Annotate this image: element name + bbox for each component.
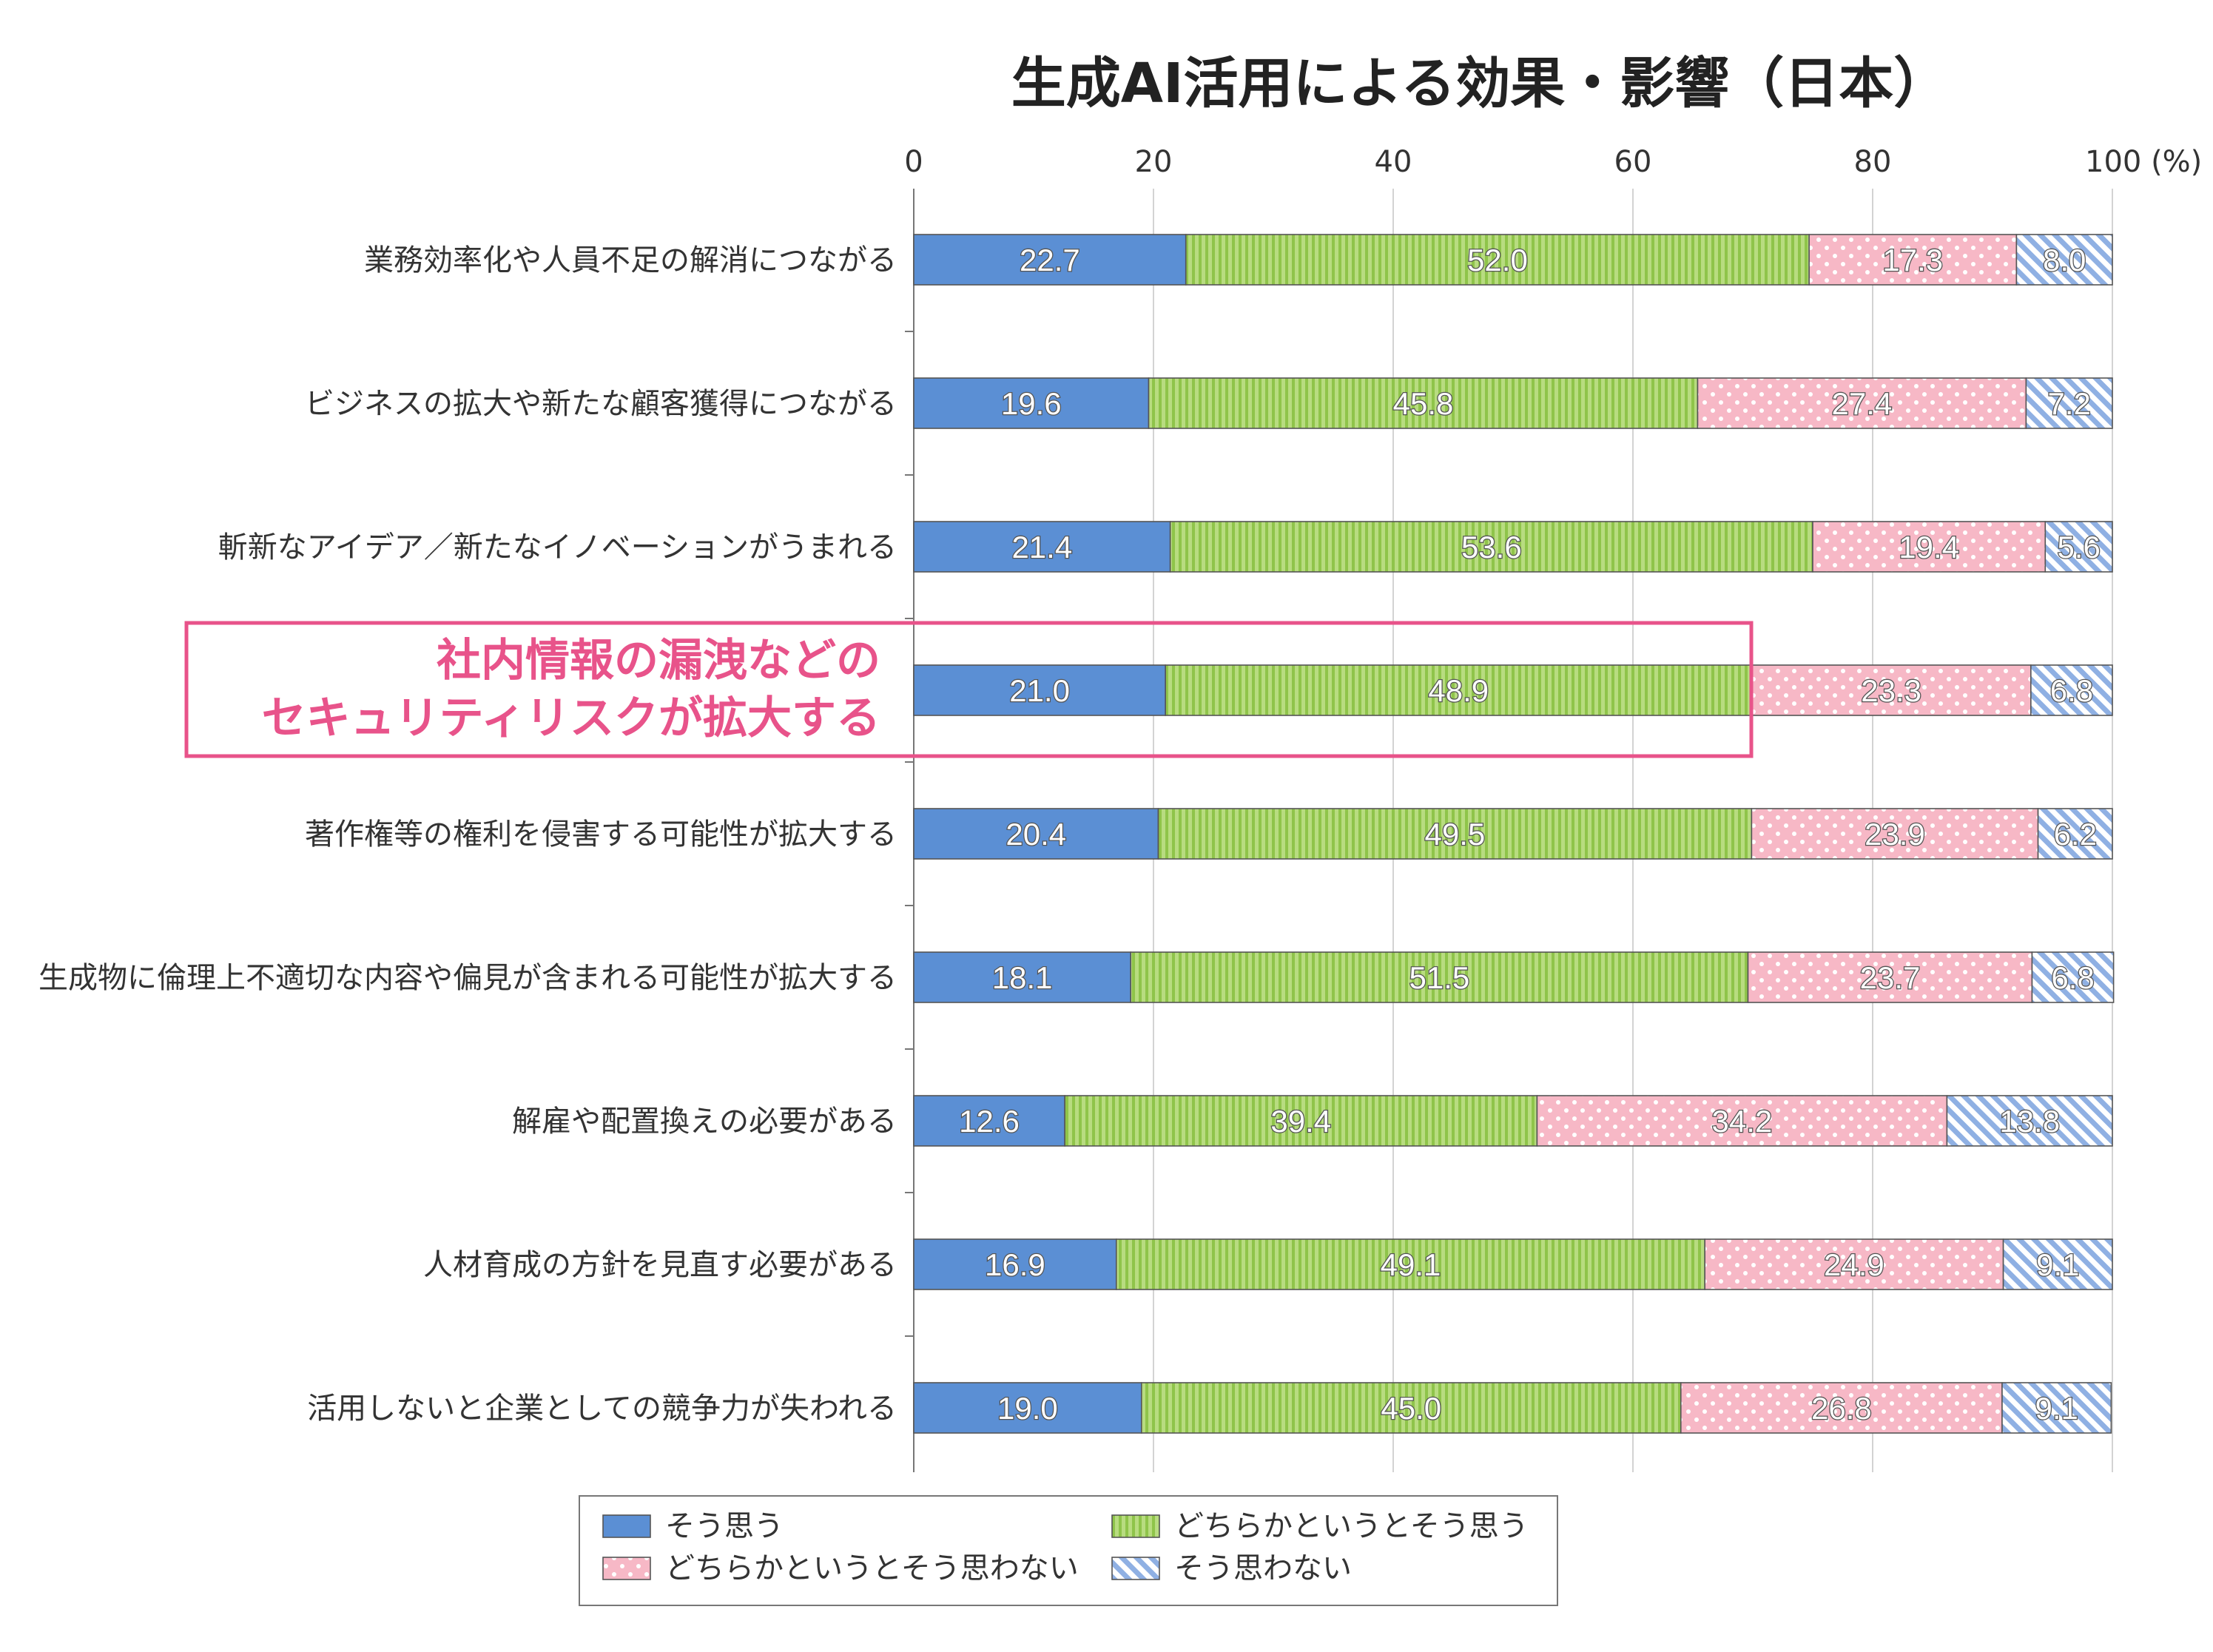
bar-segment-r2-s0 [913,521,1171,573]
value-label-r7-s2: 24.9 [1824,1247,1884,1282]
legend-box [579,1495,1558,1606]
tick-label-40: 40 [1375,145,1412,179]
value-label-r3-s0: 21.0 [1009,673,1070,708]
tick-label-80: 80 [1854,145,1892,179]
highlight-box [184,621,1754,758]
category-label-7: 人材育成の方針を見直す必要がある [423,1248,897,1282]
legend-label-1: どちらかというとそう思う [1174,1509,1529,1543]
bar-segment-r3-s0 [913,664,1167,716]
value-label-r8-s3: 9.1 [2035,1391,2078,1426]
legend-swatch-2 [602,1557,651,1580]
tick-label-20: 20 [1135,145,1173,179]
bar-segment-r1-s3 [2025,377,2113,429]
category-label-8: 活用しないと企業としての競争力が失われる [307,1392,897,1426]
bar-segment-r0-s3 [2015,234,2113,286]
value-label-r7-s0: 16.9 [985,1247,1045,1282]
value-label-r4-s0: 20.4 [1006,817,1066,852]
value-label-r2-s1: 53.6 [1461,530,1522,564]
value-label-r0-s3: 8.0 [2043,243,2086,277]
value-label-r2-s2: 19.4 [1899,530,1959,564]
value-label-r0-s0: 22.7 [1020,243,1080,277]
tick-label-60: 60 [1614,145,1652,179]
legend-swatch-3 [1111,1557,1160,1580]
bar-segment-r3-s2 [1751,664,2032,716]
bar-segment-r4-s0 [913,808,1159,860]
value-label-r3-s3: 6.8 [2050,673,2093,708]
bar-segment-r6-s3 [1946,1095,2113,1147]
value-label-r0-s2: 17.3 [1882,243,1943,277]
value-label-r1-s0: 19.6 [1001,386,1062,421]
bar-segment-r7-s3 [2002,1238,2113,1290]
legend-swatch-0 [602,1514,651,1538]
category-label-1: ビジネスの拡大や新たな顧客獲得につながる [305,387,897,421]
legend-label-0: そう思う [665,1509,784,1543]
value-label-r3-s2: 23.3 [1861,673,1921,708]
value-label-r2-s3: 5.6 [2057,530,2100,564]
value-label-r6-s3: 13.8 [1999,1104,2060,1139]
value-label-r8-s1: 45.0 [1381,1391,1441,1426]
bar-segment-r0-s2 [1808,234,2018,286]
value-label-r4-s2: 23.9 [1865,817,1925,852]
value-label-r6-s0: 12.6 [959,1104,1020,1139]
bar-segment-r6-s2 [1536,1095,1948,1147]
value-label-r4-s1: 49.5 [1425,817,1486,852]
bar-segment-r5-s0 [913,951,1132,1003]
bar-segment-r7-s2 [1704,1238,2004,1290]
bar-segment-r5-s2 [1747,951,2033,1003]
bar-segment-r2-s2 [1812,521,2047,573]
bar-segment-r6-s0 [913,1095,1065,1147]
bar-segment-r7-s1 [1115,1238,1706,1290]
bar-segment-r8-s3 [2001,1382,2112,1434]
tick-label-0: 0 [904,145,923,179]
bar-segment-r1-s1 [1148,377,1699,429]
value-label-r1-s2: 27.4 [1832,386,1893,421]
category-label-4: 著作権等の権利を侵害する可能性が拡大する [305,817,897,852]
bar-segment-r3-s3 [2030,664,2113,716]
bar-segment-r8-s1 [1141,1382,1682,1434]
value-label-r4-s3: 6.2 [2054,817,2097,852]
value-label-r1-s1: 45.8 [1393,386,1454,421]
value-label-r5-s0: 18.1 [992,960,1053,995]
bar-segment-r6-s1 [1064,1095,1538,1147]
value-label-r3-s1: 48.9 [1428,673,1489,708]
legend-swatch-1 [1111,1514,1160,1538]
bar-segment-r7-s0 [913,1238,1117,1290]
value-label-r8-s2: 26.8 [1811,1391,1872,1426]
value-label-r7-s1: 49.1 [1381,1247,1441,1282]
value-label-r2-s0: 21.4 [1011,530,1072,564]
bar-segment-r4-s1 [1157,808,1753,860]
value-label-r5-s3: 6.8 [2051,960,2094,995]
value-label-r8-s0: 19.0 [997,1391,1058,1426]
bar-segment-r3-s1 [1165,664,1753,716]
bar-segment-r5-s1 [1130,951,1749,1003]
tick-label-100: 100 (%) [2085,145,2202,179]
value-label-r5-s1: 51.5 [1409,960,1469,995]
value-label-r7-s3: 9.1 [2036,1247,2079,1282]
chart-title: 生成AI活用による効果・影響（日本） [1011,52,1949,115]
value-label-r6-s1: 39.4 [1270,1104,1331,1139]
legend-label-2: どちらかというとそう思わない [665,1551,1079,1585]
bar-segment-r1-s2 [1697,377,2027,429]
bar-segment-r5-s3 [2031,951,2115,1003]
legend-label-3: そう思わない [1174,1551,1352,1585]
bar-segment-r2-s1 [1169,521,1813,573]
category-label-highlight-0: 社内情報の漏洩などの [437,635,880,687]
category-label-highlight-1: セキュリティリスクが拡大する [262,692,880,744]
value-label-r6-s2: 34.2 [1712,1104,1773,1139]
value-label-r1-s3: 7.2 [2047,386,2090,421]
category-label-2: 斬新なアイデア／新たなイノベーションがうまれる [218,530,897,564]
category-label-0: 業務効率化や人員不足の解消につながる [364,243,897,277]
bar-segment-r2-s3 [2044,521,2113,573]
bar-segment-r8-s2 [1680,1382,2003,1434]
bar-segment-r8-s0 [913,1382,1142,1434]
bar-segment-r4-s3 [2037,808,2113,860]
category-label-5: 生成物に倫理上不適切な内容や偏見が含まれる可能性が拡大する [38,961,897,995]
category-label-6: 解雇や配置換えの必要がある [512,1105,897,1139]
value-label-r0-s1: 52.0 [1467,243,1528,277]
value-label-r5-s2: 23.7 [1860,960,1921,995]
